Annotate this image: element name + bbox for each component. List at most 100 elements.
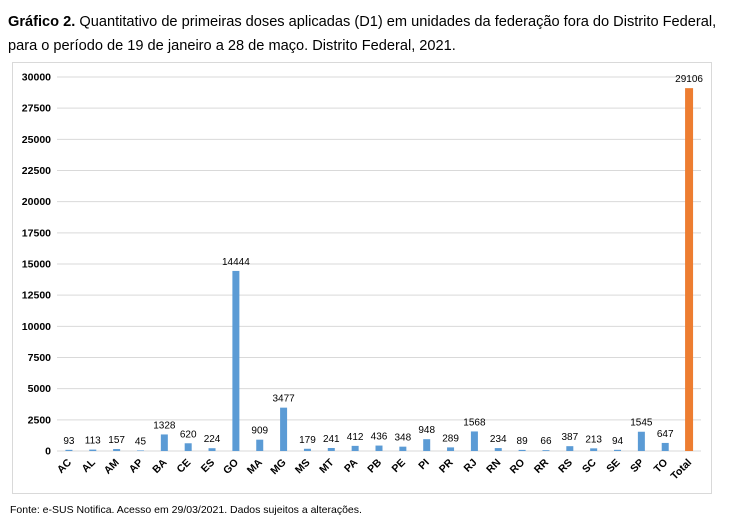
x-tick-label-RS: RS — [556, 457, 575, 476]
y-tick-label-8: 20000 — [22, 196, 51, 208]
bar-PA — [351, 445, 359, 451]
x-tick-label-SE: SE — [604, 457, 622, 475]
data-label-Total: 29106 — [675, 74, 703, 85]
data-label-MG: 3477 — [272, 394, 295, 405]
chart-caption: Gráfico 2. Quantitativo de primeiras dos… — [8, 10, 723, 58]
data-label-AP: 45 — [135, 436, 147, 447]
y-tick-label-11: 27500 — [22, 103, 51, 115]
source-note: Fonte: e-SUS Notifica. Acesso em 29/03/2… — [10, 504, 362, 516]
data-label-MA: 909 — [251, 426, 268, 437]
bar-CE — [184, 443, 192, 451]
bar-GO — [232, 270, 240, 451]
caption-lead: Gráfico 2. — [8, 14, 76, 30]
bar-PI — [423, 439, 431, 451]
bar-BA — [160, 434, 168, 451]
x-tick-label-GO: GO — [221, 457, 241, 477]
x-tick-label-PR: PR — [437, 456, 456, 475]
data-label-PB: 436 — [371, 432, 388, 443]
caption-text: Quantitativo de primeiras doses aplicada… — [8, 14, 717, 54]
x-tick-label-SP: SP — [628, 457, 646, 475]
data-label-TO: 647 — [657, 429, 674, 440]
x-tick-label-MT: MT — [317, 456, 337, 476]
x-tick-label-AL: AL — [80, 456, 99, 475]
x-tick-label-RR: RR — [532, 456, 552, 476]
bar-PR — [447, 447, 455, 451]
x-tick-label-RO: RO — [508, 457, 528, 477]
y-tick-label-7: 17500 — [22, 227, 51, 239]
y-tick-label-9: 22500 — [22, 165, 51, 177]
bar-RR — [542, 450, 550, 451]
data-label-RN: 234 — [490, 434, 507, 445]
data-label-AL: 113 — [85, 436, 101, 447]
data-label-CE: 620 — [180, 429, 197, 440]
data-label-PI: 948 — [418, 425, 435, 436]
data-label-ES: 224 — [204, 434, 221, 445]
data-label-PA: 412 — [347, 432, 364, 443]
data-label-MS: 179 — [299, 435, 316, 446]
bar-RN — [494, 448, 502, 451]
bar-MS — [303, 448, 311, 451]
y-tick-label-4: 10000 — [22, 321, 51, 333]
x-tick-label-BA: BA — [150, 456, 170, 476]
bar-SE — [614, 449, 622, 451]
y-tick-label-6: 15000 — [22, 259, 51, 271]
y-tick-label-3: 7500 — [28, 352, 52, 364]
x-tick-label-RJ: RJ — [462, 457, 480, 475]
x-tick-label-Total: Total — [669, 457, 695, 483]
data-label-GO: 14444 — [222, 257, 250, 268]
x-tick-label-AP: AP — [127, 457, 146, 476]
y-tick-label-5: 12500 — [22, 290, 51, 302]
bar-RO — [518, 449, 526, 451]
bar-AP — [136, 450, 144, 451]
bar-SP — [637, 431, 645, 451]
x-tick-label-AC: AC — [55, 456, 75, 476]
bar-AC — [65, 449, 73, 451]
x-tick-label-MG: MG — [268, 457, 288, 477]
y-tick-label-0: 0 — [45, 446, 51, 458]
data-label-BA: 1328 — [153, 420, 176, 431]
data-label-SC: 213 — [585, 434, 602, 445]
bar-Total — [685, 88, 694, 451]
x-tick-label-SC: SC — [580, 456, 599, 475]
x-tick-label-MA: MA — [245, 456, 265, 476]
data-label-MT: 241 — [323, 434, 340, 445]
x-tick-label-PE: PE — [390, 457, 408, 475]
bar-ES — [208, 448, 216, 451]
bar-PE — [399, 446, 407, 451]
data-label-RS: 387 — [561, 432, 578, 443]
data-label-RO: 89 — [517, 436, 529, 447]
bar-RJ — [470, 431, 478, 451]
x-tick-label-PA: PA — [342, 456, 361, 475]
data-label-AC: 93 — [63, 436, 75, 447]
x-tick-label-ES: ES — [199, 457, 217, 475]
bar-PB — [375, 445, 383, 451]
data-label-PR: 289 — [442, 433, 459, 444]
data-label-SP: 1545 — [630, 418, 653, 429]
x-tick-label-MS: MS — [293, 457, 313, 477]
data-label-AM: 157 — [108, 435, 125, 446]
x-tick-label-AM: AM — [102, 456, 122, 476]
bar-MT — [327, 447, 335, 451]
bar-AM — [113, 449, 121, 451]
bar-RS — [566, 446, 574, 451]
data-label-RR: 66 — [540, 436, 552, 447]
bar-AL — [89, 449, 97, 451]
x-tick-label-PB: PB — [365, 456, 384, 475]
y-tick-label-2: 5000 — [28, 383, 52, 395]
chart-area: 0 2500 5000 7500 10000 12500 15000 17500 20000 22… — [12, 62, 712, 494]
bar-SC — [590, 448, 598, 451]
x-tick-label-TO: TO — [652, 457, 671, 476]
bar-MG — [280, 407, 288, 451]
data-label-PE: 348 — [395, 433, 412, 444]
y-tick-label-1: 2500 — [28, 414, 52, 426]
data-label-RJ: 1568 — [463, 417, 486, 428]
x-tick-label-PI: PI — [416, 457, 432, 473]
bar-MA — [256, 439, 264, 451]
bar-TO — [661, 442, 669, 451]
y-tick-label-12: 30000 — [22, 72, 51, 84]
data-label-SE: 94 — [612, 436, 624, 447]
x-tick-label-RN: RN — [484, 457, 503, 476]
x-tick-label-CE: CE — [175, 457, 194, 476]
y-tick-label-10: 25000 — [22, 134, 51, 146]
bar-chart: 0 2500 5000 7500 10000 12500 15000 17500 20000 22… — [22, 72, 704, 483]
